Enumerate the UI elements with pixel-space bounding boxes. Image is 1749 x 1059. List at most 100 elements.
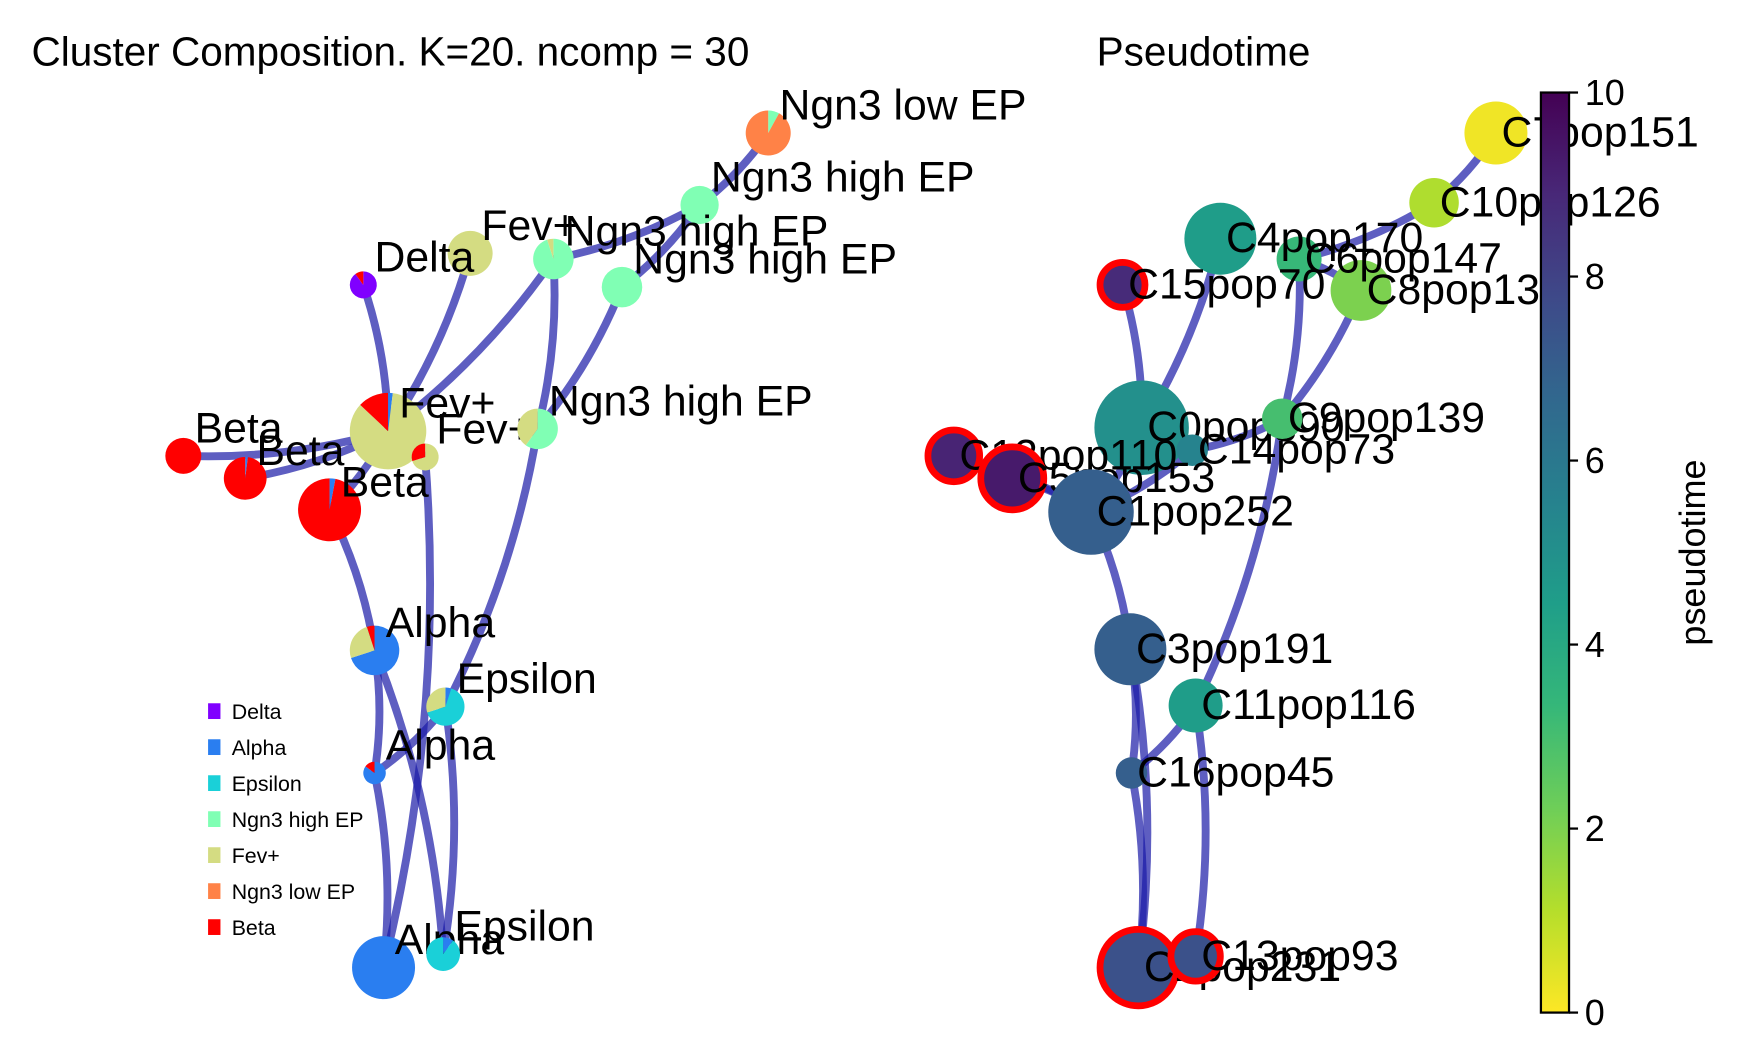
node — [1330, 260, 1392, 321]
pie-slice — [355, 271, 364, 285]
edge — [1191, 704, 1210, 957]
node-label: Alpha — [386, 722, 496, 770]
node-label: C4pop170 — [1226, 214, 1423, 262]
legend-label: Ngn3 high EP — [232, 808, 364, 832]
legend-label: Beta — [232, 916, 276, 940]
pie-slice — [349, 393, 427, 470]
node-label: Fev+ — [399, 380, 495, 428]
node-label: Ngn3 high EP — [549, 377, 813, 425]
node — [1261, 398, 1303, 439]
node-label: Fev+ — [436, 405, 532, 453]
pie-slice — [411, 443, 426, 462]
legend-swatch — [208, 847, 221, 863]
right-title: Pseudotime — [1097, 29, 1311, 75]
pie-slice — [517, 408, 538, 446]
node-label: C1pop252 — [1097, 488, 1294, 536]
pie-slice — [426, 687, 446, 713]
pie-slice — [768, 110, 780, 134]
colorbar-tick-label: 10 — [1585, 72, 1625, 113]
legend-swatch — [208, 811, 221, 827]
node — [1096, 258, 1149, 311]
edge — [533, 258, 559, 430]
pie-slice — [223, 456, 267, 500]
pie-slice — [363, 761, 386, 785]
pie-slice — [525, 408, 558, 450]
node-label: C14pop73 — [1198, 426, 1395, 474]
node-label: Ngn3 low EP — [779, 82, 1026, 130]
node — [1176, 434, 1208, 466]
colorbar-label: pseudotime — [1672, 460, 1713, 646]
node-label: Beta — [341, 458, 429, 506]
legend-swatch — [208, 703, 221, 720]
edge — [370, 648, 448, 955]
node-label: C6pop147 — [1305, 234, 1502, 282]
edge — [379, 456, 434, 969]
pie-slice — [365, 761, 375, 774]
node-label: Beta — [195, 404, 283, 452]
colorbar-tick-label: 8 — [1585, 256, 1605, 297]
colorbar-tick-label: 6 — [1585, 440, 1605, 481]
pie-slice — [352, 936, 416, 1000]
node — [1167, 928, 1224, 985]
pie-slice — [445, 687, 452, 707]
pie-slice — [426, 937, 461, 971]
pie-slice — [680, 185, 719, 225]
pie-slice — [360, 392, 389, 432]
colorbar-tick-label: 2 — [1585, 808, 1605, 849]
node-label: Beta — [256, 427, 344, 475]
pie-slice — [245, 456, 248, 479]
legend-label: Epsilon — [232, 772, 302, 796]
legend-swatch — [208, 775, 221, 792]
pie-slice — [447, 230, 493, 276]
node — [1168, 678, 1223, 733]
node-label: Ngn3 high EP — [633, 236, 897, 284]
legend-swatch — [208, 919, 221, 935]
pie-slice — [351, 625, 400, 676]
node-label: Alpha — [386, 599, 496, 647]
colorbar — [1539, 91, 1571, 1014]
pie-slice — [388, 392, 393, 432]
colorbar-tick-label: 0 — [1585, 992, 1605, 1033]
node-label: C11pop116 — [1201, 681, 1416, 729]
edge — [439, 706, 459, 955]
pie-slice — [533, 238, 574, 280]
legend-label: Fev+ — [232, 844, 280, 868]
node — [924, 426, 984, 486]
node-label: Epsilon — [454, 903, 594, 951]
node-label: Ngn3 high EP — [565, 207, 829, 255]
node — [1094, 380, 1189, 475]
pie-slice — [601, 266, 643, 308]
pie-slice — [165, 437, 202, 474]
node — [1464, 101, 1528, 165]
pie-slice — [298, 478, 362, 542]
node — [1276, 236, 1322, 282]
node-label: C16pop45 — [1137, 749, 1334, 797]
node-label: C9pop139 — [1288, 394, 1485, 442]
legend-label: Delta — [232, 700, 282, 724]
colorbar-tick-label: 4 — [1585, 624, 1605, 665]
edge — [1126, 648, 1152, 969]
node — [1094, 613, 1167, 686]
node-label: C8pop134 — [1367, 266, 1564, 314]
legend-label: Alpha — [232, 736, 287, 760]
edge — [1192, 418, 1287, 708]
left-title: Cluster Composition. K=20. ncomp = 30 — [31, 29, 749, 75]
pie-slice — [427, 688, 465, 726]
pie-slice — [412, 443, 439, 471]
node-label: Epsilon — [457, 655, 597, 703]
node-label: C15pop70 — [1128, 260, 1325, 308]
legend-swatch — [208, 739, 221, 756]
pie-slice — [349, 626, 375, 659]
legend-swatch — [208, 883, 221, 899]
node — [1409, 178, 1459, 228]
edge — [441, 428, 542, 709]
pie-slice — [366, 625, 375, 651]
node-label: C13pop93 — [1201, 932, 1398, 980]
node — [977, 443, 1048, 514]
pie-slice — [547, 238, 554, 259]
node — [1184, 202, 1257, 275]
node — [1115, 757, 1148, 789]
node-label: Delta — [375, 233, 475, 281]
node-label: Ngn3 high EP — [711, 154, 975, 202]
